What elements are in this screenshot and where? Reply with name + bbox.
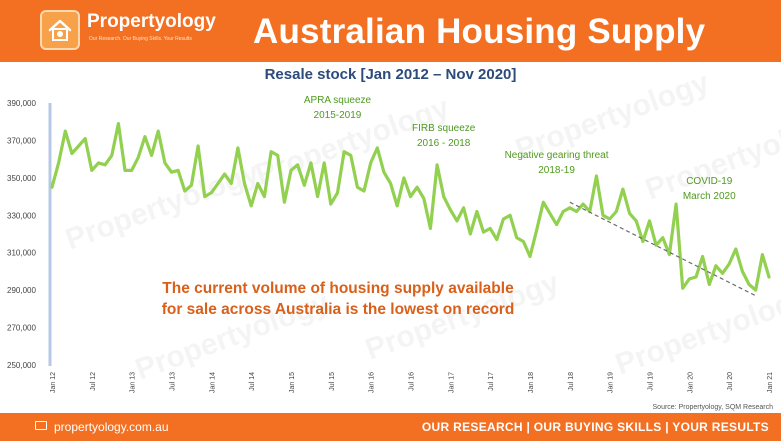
x-tick-label: Jan 14 [209,372,216,393]
y-tick-label: 250,000 [7,361,36,370]
trend-line [569,201,756,297]
x-tick-label: Jan 16 [369,372,376,393]
page-title: Australian Housing Supply [253,12,706,51]
chart-title: Resale stock [Jan 2012 – Nov 2020] [264,66,517,83]
footer-url: propertyology.com.au [54,420,169,434]
footer-tagline: OUR RESEARCH | OUR BUYING SKILLS | YOUR … [421,420,769,434]
y-tick-label: 350,000 [7,174,36,183]
x-tick-label: Jul 14 [249,372,256,391]
x-tick-label: Jul 15 [329,372,336,391]
y-tick-label: 310,000 [7,249,36,258]
x-tick-label: Jan 18 [528,372,535,393]
annotation-title: COVID-19 [686,176,733,187]
annotation-subtitle: 2016 - 2018 [417,138,471,149]
x-tick-label: Jul 13 [170,372,177,391]
y-tick-label: 330,000 [7,211,36,220]
monitor-icon [35,421,47,430]
x-tick-label: Jan 17 [448,372,455,393]
annotation-title: APRA squeeze [304,95,372,106]
y-tick-label: 270,000 [7,324,36,333]
y-tick-label: 290,000 [7,286,36,295]
watermark-6: Propertyology [611,281,781,382]
x-tick-label: Jan 20 [687,372,694,393]
source-note: Source: Propertyology, SQM Research [652,404,773,411]
annotation-subtitle: 2015-2019 [314,110,362,121]
x-tick-label: Jul 12 [90,372,97,391]
x-tick-label: Jan 13 [130,372,137,393]
annotation-subtitle: 2018-19 [538,165,575,176]
x-tick-label: Jul 19 [648,372,655,391]
y-tick-label: 390,000 [7,99,36,108]
x-tick-label: Jan 12 [50,372,57,393]
y-tick-label: 370,000 [7,136,36,145]
logo-icon [40,10,80,50]
callout-text: for sale across Australia is the lowest … [162,301,515,318]
x-tick-label: Jul 18 [568,372,575,391]
x-tick-label: Jan 15 [289,372,296,393]
x-tick-label: Jul 17 [488,372,495,391]
annotation-title: FIRB squeeze [412,123,476,134]
annotation-subtitle: March 2020 [683,191,736,202]
header-banner: Propertyology Our Research. Our Buying S… [0,0,781,62]
x-tick-label: Jan 21 [767,372,774,393]
x-tick-label: Jan 19 [608,372,615,393]
x-tick-label: Jul 16 [409,372,416,391]
brand-tagline: Our Research. Our Buying Skills. Your Re… [89,36,192,42]
brand-name: Propertyology [87,11,216,32]
x-tick-label: Jul 20 [727,372,734,391]
footer-banner: propertyology.com.au OUR RESEARCH | OUR … [0,413,781,441]
series-line [50,121,771,292]
annotation-title: Negative gearing threat [505,150,609,161]
callout-text: The current volume of housing supply ava… [162,280,514,297]
